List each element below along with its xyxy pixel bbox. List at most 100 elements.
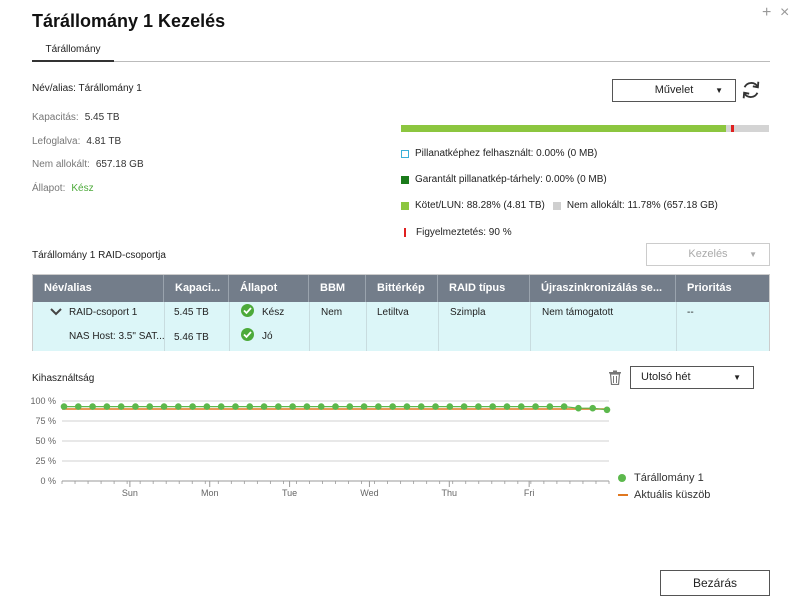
data-point: [603, 406, 611, 414]
column-divider: [366, 302, 367, 351]
table-body: [33, 302, 769, 351]
data-point: [403, 403, 411, 410]
data-point: [217, 403, 225, 410]
data-point: [275, 403, 282, 410]
utilization-chart: 0 % 25 % 50 % 75 % 100 % Sun Mon Tue Wed Thu Fri: [30, 396, 611, 498]
data-point: [346, 403, 354, 410]
capacity-bar: [401, 125, 769, 132]
raid-group-status: Kész: [262, 307, 285, 318]
data-point: [203, 403, 211, 410]
snapshot-swatch: [401, 149, 409, 158]
data-point: [232, 403, 239, 410]
column-header-raid-type[interactable]: RAID típus: [438, 275, 530, 302]
close-icon[interactable]: ×: [780, 4, 790, 21]
status-value: Kész: [71, 183, 94, 194]
capacity-label: Kapacitás:: [32, 112, 79, 123]
legend-volume-text: Kötet/LUN: 88.28% (4.81 TB): [415, 200, 545, 211]
data-point: [532, 403, 539, 410]
data-point: [317, 403, 325, 410]
column-header-resync[interactable]: Újraszinkronizálás se...: [530, 275, 676, 302]
data-point: [546, 403, 554, 410]
raid-group-capacity: 5.45 TB: [174, 307, 209, 318]
legend-warning-text: Figyelmeztetés: 90 %: [416, 227, 512, 238]
manage-select[interactable]: Kezelés ▼: [646, 243, 770, 266]
raid-section-title: Tárállomány 1 RAID-csoportja: [32, 250, 166, 261]
data-point: [332, 403, 339, 410]
data-point: [389, 403, 396, 410]
x-tick-label: Fri: [524, 488, 535, 498]
data-point: [89, 403, 96, 410]
data-point: [74, 403, 82, 410]
column-divider: [229, 302, 230, 351]
data-point: [189, 403, 196, 410]
data-point: [146, 403, 154, 410]
data-point: [375, 403, 382, 410]
data-point: [175, 403, 182, 410]
data-point: [432, 403, 439, 410]
chevron-down-icon: ▼: [749, 250, 757, 259]
column-header-bitmap[interactable]: Bittérkép: [366, 275, 438, 302]
check-circle-icon: [241, 304, 254, 317]
legend-guaranteed: Garantált pillanatkép-tárhely: 0.00% (0 …: [401, 174, 607, 185]
data-point: [446, 403, 454, 410]
action-select[interactable]: Művelet ▼: [612, 79, 736, 102]
disk-name: NAS Host: 3.5" SAT...: [69, 331, 165, 342]
utilization-title: Kihasználtság: [32, 373, 95, 384]
legend-snapshot-text: Pillanatképhez felhasznált: 0.00% (0 MB): [415, 148, 598, 159]
tab-bar: Tárállomány: [32, 44, 770, 62]
data-point: [132, 403, 139, 410]
data-point: [103, 403, 111, 410]
raid-group-type: Szimpla: [450, 307, 486, 318]
guaranteed-swatch: [401, 175, 409, 184]
raid-group-priority: --: [687, 307, 694, 318]
disk-status: Jó: [262, 331, 273, 342]
legend-threshold-name: Aktuális küszöb: [634, 489, 711, 501]
legend-snapshot: Pillanatképhez felhasznált: 0.00% (0 MB): [401, 148, 597, 159]
y-tick-label: 0 %: [40, 476, 56, 486]
action-select-label: Művelet: [654, 84, 694, 96]
column-divider: [164, 302, 165, 351]
raid-group-bbm: Nem: [321, 307, 343, 318]
column-header-name[interactable]: Név/alias: [33, 275, 164, 302]
x-tick-label: Mon: [201, 488, 219, 498]
time-range-label: Utolsó hét: [641, 371, 691, 383]
unallocated-label: Nem allokált:: [32, 159, 90, 170]
column-divider: [676, 302, 677, 351]
raid-group-name: RAID-csoport 1: [69, 307, 138, 318]
raid-group-bitmap: Letiltva: [377, 307, 409, 318]
trash-icon[interactable]: [608, 370, 622, 385]
chart-legend-series: Tárállomány 1: [618, 472, 704, 484]
disk-capacity: 5.46 TB: [174, 332, 209, 343]
refresh-icon[interactable]: [740, 79, 762, 101]
capacity-bar-used: [401, 125, 726, 132]
data-point: [260, 403, 268, 410]
time-range-select[interactable]: Utolsó hét ▼: [630, 366, 754, 389]
plus-icon[interactable]: +: [762, 4, 772, 21]
legend-warning: Figyelmeztetés: 90 %: [401, 227, 512, 238]
allocated-value: 4.81 TB: [86, 136, 122, 147]
close-button[interactable]: Bezárás: [660, 570, 770, 596]
chevron-down-icon: ▼: [715, 86, 723, 95]
allocated-info: Lefoglalva: 4.81 TB: [32, 136, 121, 147]
x-tick-label: Wed: [360, 488, 378, 498]
allocated-label: Lefoglalva:: [32, 136, 81, 147]
column-divider: [309, 302, 310, 351]
data-point: [303, 403, 311, 410]
capacity-value: 5.45 TB: [84, 112, 120, 123]
unallocated-swatch: [552, 201, 561, 210]
tab-storage-pool[interactable]: Tárállomány: [32, 44, 114, 62]
column-header-capacity[interactable]: Kapaci...: [164, 275, 229, 302]
pool-name: Név/alias: Tárállomány 1: [32, 83, 142, 94]
data-point: [489, 403, 496, 410]
column-header-status[interactable]: Állapot: [229, 275, 309, 302]
data-point: [517, 403, 525, 410]
column-header-priority[interactable]: Prioritás: [687, 282, 732, 294]
legend-volume: Kötet/LUN: 88.28% (4.81 TB) Nem allokált…: [401, 200, 718, 211]
unallocated-value: 657.18 GB: [95, 159, 144, 170]
window-title: Tárállomány 1 Kezelés: [32, 11, 226, 31]
capacity-info: Kapacitás: 5.45 TB: [32, 112, 120, 123]
chevron-down-icon[interactable]: [50, 308, 62, 316]
column-header-bbm[interactable]: BBM: [309, 275, 366, 302]
data-point: [360, 403, 368, 410]
capacity-bar-warning-marker: [731, 125, 735, 132]
